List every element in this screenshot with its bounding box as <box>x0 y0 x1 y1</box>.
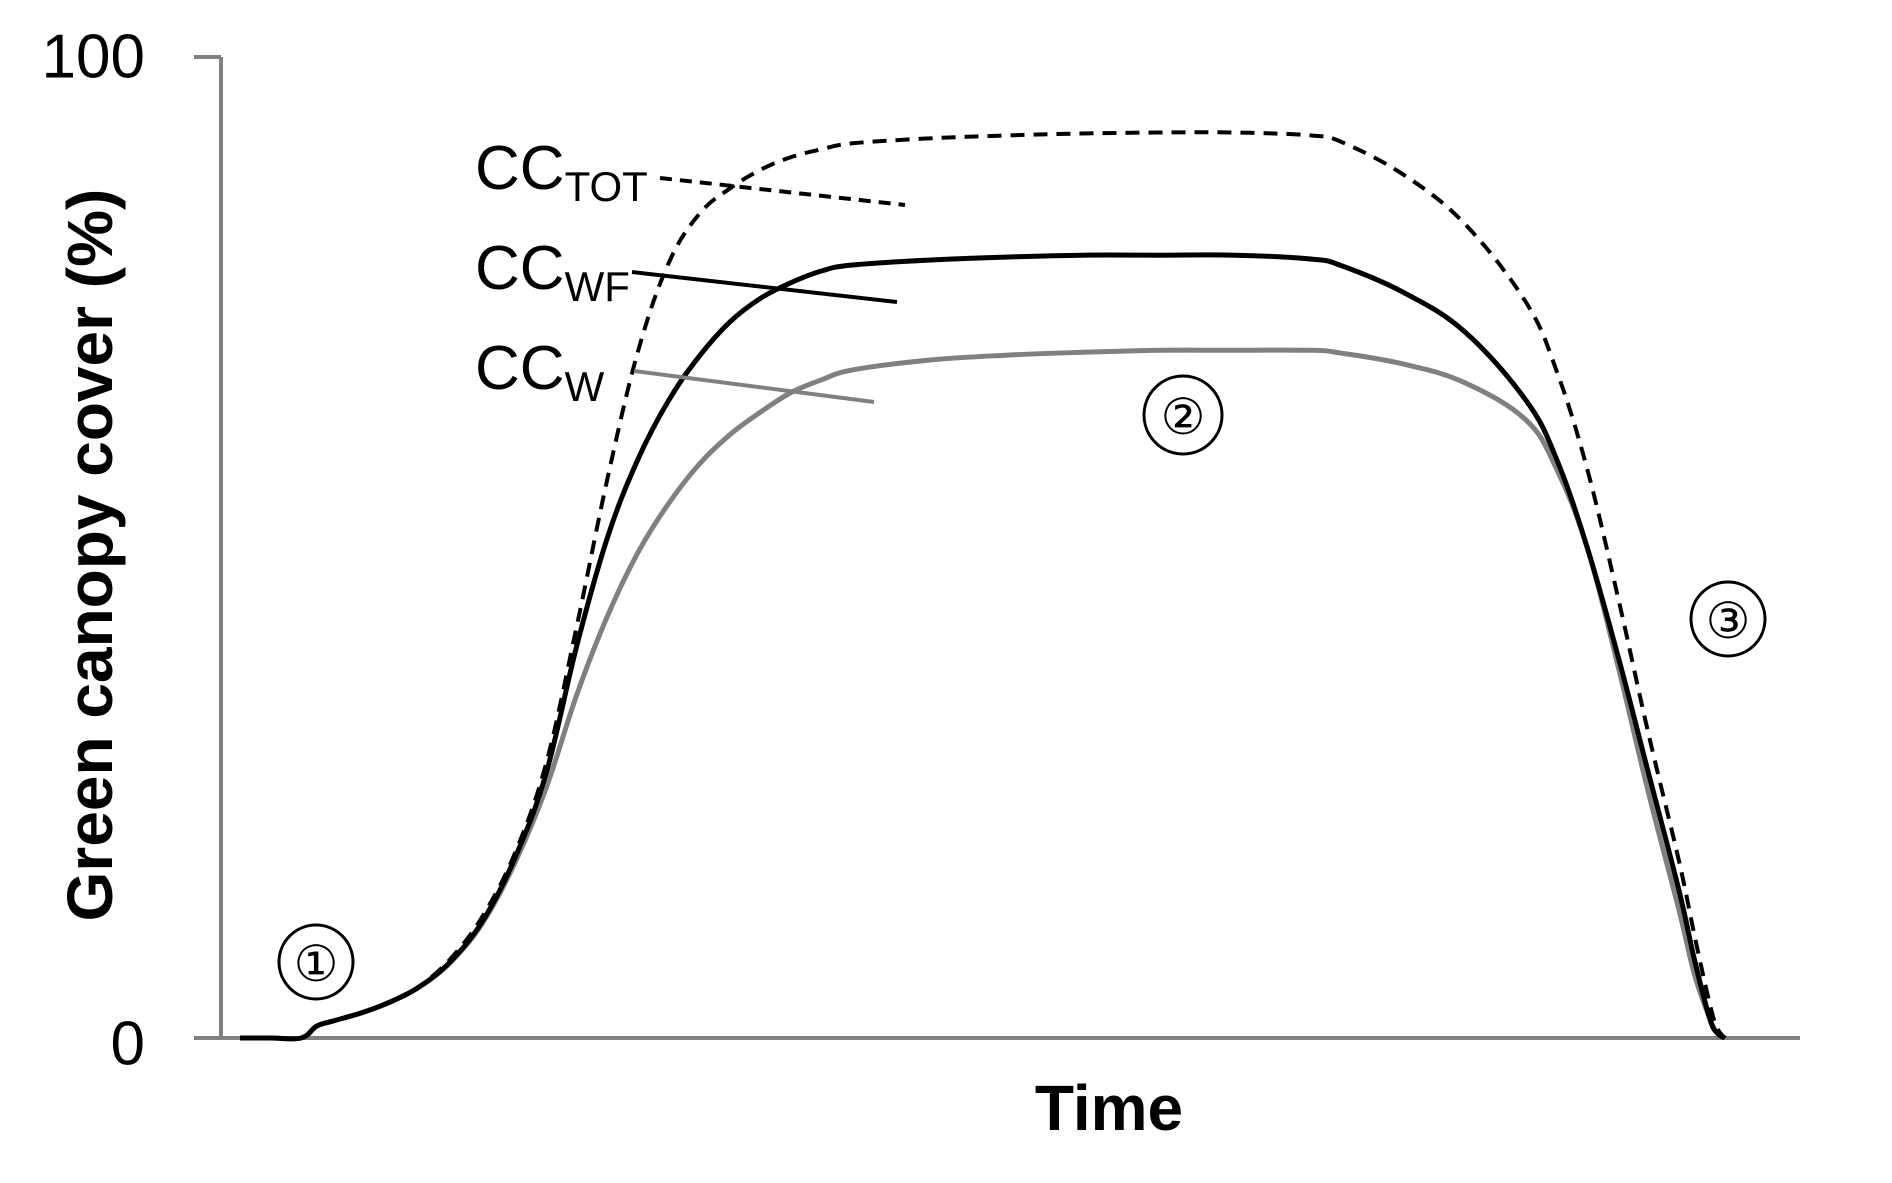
annotation-marker-1-text: ① <box>294 936 339 992</box>
series-label-cc-wf-text: CCWF <box>475 234 630 310</box>
annotation-marker-2-text: ② <box>1161 389 1206 445</box>
series-line-cc-tot <box>240 130 1727 1041</box>
annotation-marker-1-circle <box>277 923 355 1001</box>
annotation-marker-3: ③ <box>1689 580 1767 658</box>
annotation-marker-1: ① <box>277 923 355 1001</box>
leader-line-cc-w <box>633 369 875 404</box>
annotation-marker-2: ② <box>1142 374 1224 456</box>
series-line-cc-wf <box>240 252 1727 1042</box>
series-label-cc-tot: CCTOT <box>475 134 906 210</box>
series-label-cc-w-text: CCW <box>475 334 605 410</box>
annotation-marker-3-circle <box>1689 580 1767 658</box>
series-label-cc-wf: CCWF <box>475 234 898 310</box>
series-label-cc-tot-text: CCTOT <box>475 134 648 210</box>
y-tick-label-min: 0 <box>111 1010 145 1079</box>
annotation-marker-3-text: ③ <box>1706 593 1751 649</box>
annotation-marker-2-circle <box>1142 374 1224 456</box>
leader-line-cc-wf <box>631 270 898 304</box>
series-lines <box>240 130 1727 1042</box>
leader-line-cc-tot <box>659 176 906 207</box>
y-tick-label-max: 100 <box>42 23 145 92</box>
y-axis-title: Green canopy cover (%) <box>54 189 126 922</box>
x-axis-title: Time <box>1035 1072 1183 1144</box>
series-line-cc-w <box>240 347 1727 1042</box>
series-label-cc-w: CCW <box>475 334 875 410</box>
